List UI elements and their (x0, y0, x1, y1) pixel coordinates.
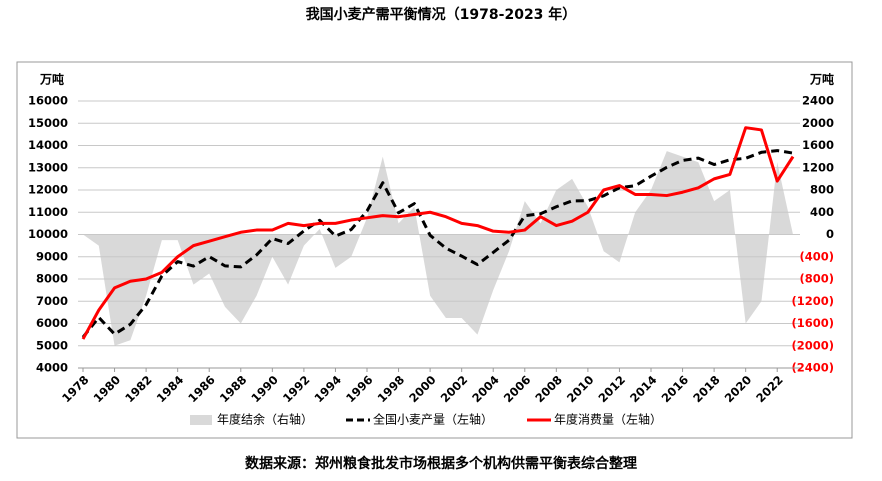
y2-tick-label: (2000) (791, 338, 834, 352)
x-tick-label: 1982 (122, 373, 155, 406)
y-tick-label: 10000 (28, 227, 68, 241)
y-tick-label: 13000 (28, 160, 68, 174)
x-tick-label: 2004 (469, 373, 502, 406)
legend-label: 年度消费量（左轴） (554, 412, 662, 427)
source-note: 数据来源：郑州粮食批发市场根据多个机构供需平衡表综合整理 (245, 455, 637, 472)
y2-tick-label: 0 (826, 227, 834, 241)
y2-tick-label: 2400 (802, 94, 834, 108)
x-tick-label: 1986 (185, 373, 218, 406)
x-tick-label: 2002 (438, 373, 471, 406)
y-tick-label: 6000 (36, 316, 68, 330)
y2-tick-label: (2400) (791, 361, 834, 375)
x-tick-label: 2010 (564, 373, 597, 406)
x-tick-label: 2014 (627, 373, 660, 406)
chart-title: 我国小麦产需平衡情况（1978-2023 年） (306, 6, 577, 23)
y-tick-label: 12000 (28, 183, 68, 197)
y-unit: 万吨 (39, 72, 64, 87)
y-tick-label: 16000 (28, 94, 68, 108)
x-tick-label: 2018 (690, 373, 723, 406)
x-tick-label: 1980 (91, 373, 124, 406)
series-line (81, 149, 794, 339)
x-tick-label: 1990 (248, 373, 281, 406)
x-tick-label: 2006 (501, 373, 534, 406)
series-line (81, 126, 795, 340)
y2-tick-label: (800) (799, 272, 834, 286)
y2-tick-label: 1200 (802, 160, 834, 174)
y2-tick-label: 2000 (802, 116, 834, 130)
y-tick-label: 5000 (36, 338, 68, 352)
y-tick-label: 11000 (28, 205, 68, 219)
x-tick-label: 2012 (596, 373, 629, 406)
y2-tick-label: 400 (810, 205, 834, 219)
y2-tick-label: (1200) (791, 294, 834, 308)
x-tick-label: 2016 (659, 373, 692, 406)
legend-swatch (190, 415, 212, 425)
x-tick-label: 1988 (217, 373, 250, 406)
balance-area (83, 151, 793, 346)
x-tick-label: 2008 (532, 373, 565, 406)
x-tick-label: 1978 (59, 373, 92, 406)
y-tick-label: 9000 (36, 249, 68, 263)
y-tick-label: 4000 (36, 361, 68, 375)
y2-tick-label: 800 (810, 183, 834, 197)
x-tick-label: 1994 (312, 373, 345, 406)
x-tick-label: 1984 (154, 373, 187, 406)
y2-tick-label: 1600 (802, 138, 834, 152)
legend-label: 全国小麦产量（左轴） (373, 412, 493, 427)
x-tick-label: 2000 (406, 373, 439, 406)
x-tick-label: 2022 (753, 373, 786, 406)
x-tick-label: 2020 (722, 373, 755, 406)
x-tick-label: 1998 (375, 373, 408, 406)
y-tick-label: 7000 (36, 294, 68, 308)
legend-label: 年度结余（右轴） (217, 412, 313, 427)
x-tick-label: 1992 (280, 373, 313, 406)
y2-tick-label: (1600) (791, 316, 834, 330)
y-tick-label: 14000 (28, 138, 68, 152)
y-tick-label: 15000 (28, 116, 68, 130)
y2-tick-label: (400) (799, 249, 834, 263)
y2-unit: 万吨 (809, 72, 834, 87)
x-tick-label: 1996 (343, 373, 376, 406)
y-tick-label: 8000 (36, 272, 68, 286)
chart-frame (16, 61, 853, 439)
